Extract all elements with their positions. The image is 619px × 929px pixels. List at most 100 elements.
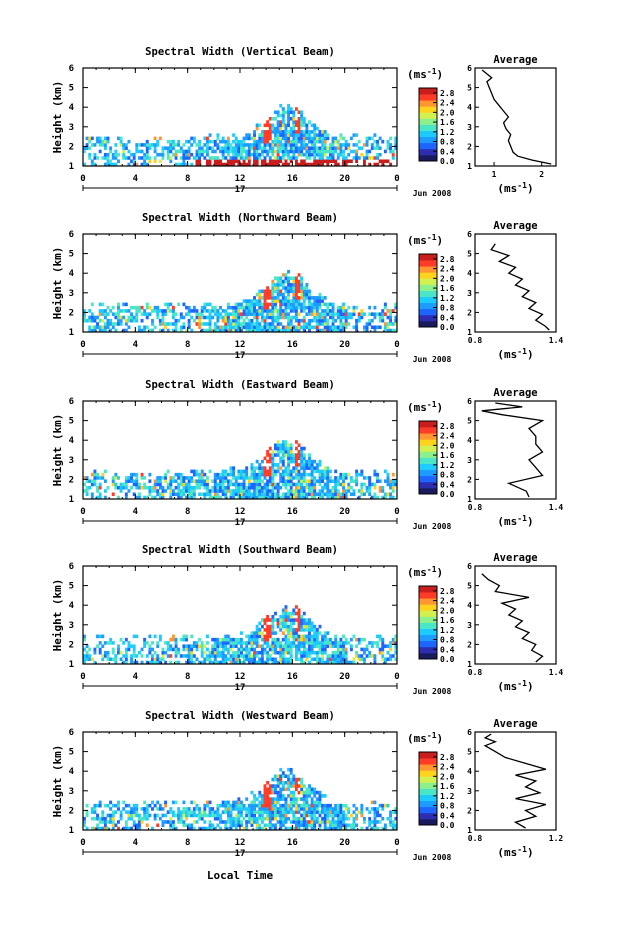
heatmap-cell	[292, 143, 296, 147]
heatmap-cell	[326, 328, 330, 333]
heatmap-cell	[117, 495, 120, 500]
heatmap-cell	[276, 800, 280, 805]
heatmap-cell	[229, 312, 233, 316]
heatmap-cell	[373, 820, 377, 824]
heatmap-cell	[109, 328, 113, 333]
heatmap-cell	[297, 283, 301, 287]
heatmap-cell	[308, 149, 311, 154]
heatmap-cell	[271, 479, 275, 483]
heatmap-cell	[258, 325, 262, 330]
heatmap-cell	[310, 162, 314, 167]
heatmap-cell	[221, 489, 225, 493]
heatmap-cell	[242, 325, 246, 330]
heatmap-cell	[190, 654, 194, 658]
heatmap-cell	[255, 631, 259, 635]
heatmap-cell	[266, 305, 270, 310]
unit-main: (ms	[407, 401, 427, 414]
heatmap-cell	[297, 611, 301, 616]
heatmap-cell	[373, 641, 377, 645]
heatmap-cell	[260, 318, 264, 323]
heatmap-cell	[328, 312, 332, 316]
heatmap-cell	[310, 309, 314, 313]
colorbar-frame	[418, 420, 438, 495]
heatmap-cell	[85, 143, 89, 147]
heatmap-cell	[336, 641, 340, 645]
heatmap-cell	[289, 302, 293, 307]
heatmap-cell	[221, 657, 225, 662]
heatmap-cell	[281, 771, 285, 775]
heatmap-cell	[305, 305, 309, 310]
heatmap-cell	[344, 657, 348, 662]
heatmap-cell	[258, 482, 262, 487]
heatmap-cell	[339, 305, 343, 310]
heatmap-cell	[132, 634, 136, 639]
heatmap-cell	[143, 476, 147, 480]
heatmap-cell	[219, 820, 222, 824]
heatmap-cell	[289, 628, 293, 632]
heatmap-cell	[219, 479, 222, 483]
heatmap-cell	[208, 813, 212, 818]
heatmap-cell	[211, 315, 215, 320]
heatmap-cell	[219, 312, 222, 316]
heatmap-cell	[177, 476, 181, 480]
heatmap-cell	[313, 459, 317, 464]
heatmap-cell	[83, 823, 86, 828]
heatmap-cell	[391, 309, 395, 313]
heatmap-cell	[294, 453, 298, 457]
heatmap-cell	[229, 479, 233, 483]
heatmap-cell	[313, 299, 317, 303]
heatmap-cell	[287, 641, 291, 645]
heatmap-cell	[185, 644, 188, 648]
heatmap-cell	[232, 305, 236, 310]
heatmap-cell	[161, 315, 165, 320]
y-tick-label: 4	[69, 269, 75, 279]
heatmap-cell	[174, 637, 178, 642]
heatmap-cell	[122, 826, 126, 831]
heatmap-cell	[305, 466, 309, 470]
heatmap-cell	[247, 647, 251, 652]
heatmap-cell	[271, 644, 275, 648]
heatmap-cell	[247, 156, 251, 160]
heatmap-cell	[344, 162, 348, 167]
heatmap-cell	[300, 130, 304, 134]
heatmap-cell	[263, 489, 267, 493]
unit-close: )	[527, 846, 534, 859]
heatmap-cell	[302, 641, 306, 645]
heatmap-cell	[250, 641, 254, 645]
colorbar-swatch	[419, 266, 437, 273]
heatmap-cell	[370, 807, 374, 811]
heatmap-cell	[185, 156, 188, 160]
heatmap-cell	[245, 472, 249, 477]
heatmap-cell	[381, 139, 385, 144]
heatmap-cell	[373, 800, 377, 805]
heatmap-cell	[289, 143, 293, 147]
heatmap-cell	[292, 611, 296, 616]
heatmap-cell	[237, 156, 241, 160]
heatmap-cell	[208, 139, 212, 144]
colorbar-swatch	[419, 628, 437, 636]
avg-x-tick-label: 1.4	[549, 668, 564, 677]
heatmap-cell	[83, 318, 86, 323]
heatmap-cell	[211, 485, 215, 490]
heatmap-cell	[383, 312, 387, 316]
heatmap-cell	[370, 143, 374, 147]
heatmap-cell	[321, 794, 325, 798]
heatmap-cell	[260, 328, 264, 333]
heatmap-cell	[281, 624, 285, 629]
colorbar: 0.00.40.81.21.62.02.42.8(ms-1)	[407, 67, 455, 166]
heatmap-cell	[219, 644, 222, 648]
heatmap-cell	[96, 489, 99, 493]
heatmap-cell	[145, 660, 149, 665]
heatmap-cell	[260, 133, 264, 137]
heatmap-cell	[153, 143, 157, 147]
heatmap-cell	[326, 162, 330, 167]
colorbar-tick-label: 1.2	[440, 792, 455, 801]
heatmap-cell	[240, 813, 243, 818]
heatmap-cell	[323, 312, 327, 316]
heatmap-cell	[240, 631, 243, 635]
heatmap-cell	[148, 143, 152, 147]
heatmap-cell	[260, 159, 264, 164]
heatmap-cell	[302, 120, 306, 124]
heatmap-cell	[229, 803, 233, 808]
heatmap-cell	[368, 318, 372, 323]
